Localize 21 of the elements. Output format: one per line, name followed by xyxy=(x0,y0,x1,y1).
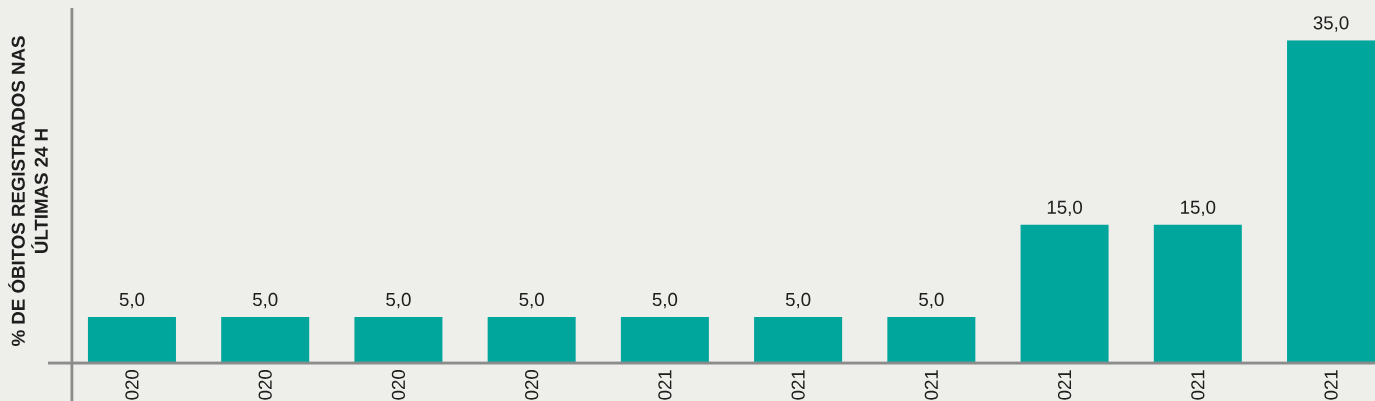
data-label: 15,0 xyxy=(1181,200,1216,217)
data-label: 5,0 xyxy=(119,292,145,309)
data-label: 5,0 xyxy=(252,292,278,309)
data-label: 5,0 xyxy=(519,292,544,309)
x-tick-label: 021 xyxy=(791,370,805,400)
x-tick-label: 020 xyxy=(125,369,139,400)
x-tick-label: 020 xyxy=(258,369,272,400)
x-tick-label: 020 xyxy=(525,369,539,400)
data-label: 5,0 xyxy=(386,292,411,309)
x-tick-label: 021 xyxy=(1191,370,1205,400)
x-tick-label: 021 xyxy=(658,370,672,400)
data-label: 35,0 xyxy=(1313,16,1349,32)
x-tick-label: 021 xyxy=(924,370,938,400)
data-label: 5,0 xyxy=(785,292,811,309)
data-label: 5,0 xyxy=(919,292,944,309)
data-label: 5,0 xyxy=(652,292,678,309)
x-tick-label: 021 xyxy=(1057,370,1072,400)
x-tick-label: 021 xyxy=(1324,370,1338,400)
x-tick-label: 020 xyxy=(391,369,406,400)
y-axis-title: % DE ÓBITOS REGISTRADOS NAS ÚLTIMAS 24 H xyxy=(8,36,48,346)
data-label: 15,0 xyxy=(1047,200,1083,217)
